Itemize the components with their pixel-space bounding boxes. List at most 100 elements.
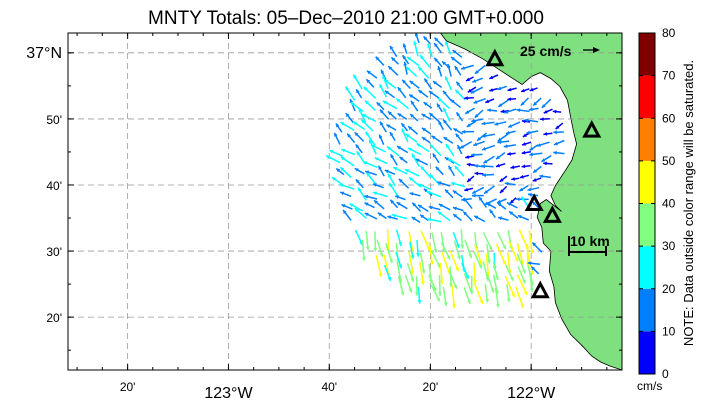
current-vector-head <box>541 104 546 108</box>
current-vector-head <box>481 121 486 126</box>
current-vector-head <box>437 211 442 216</box>
current-vector-head <box>424 78 428 83</box>
current-vector-head <box>356 151 361 156</box>
current-vector-head <box>403 61 407 66</box>
current-vector-head <box>543 109 548 114</box>
current-vector-head <box>365 246 370 250</box>
current-vector-head <box>374 200 378 204</box>
current-vector-head <box>483 159 488 164</box>
current-vector-head <box>408 147 412 152</box>
current-vector-head <box>471 193 476 198</box>
current-vector-head <box>382 100 387 105</box>
current-vector-head <box>438 204 443 208</box>
current-vector-head <box>474 171 478 176</box>
colorbar-cell <box>639 331 655 374</box>
current-vector-head <box>527 187 532 192</box>
current-vector-head <box>401 128 406 133</box>
current-vector-head <box>377 212 382 217</box>
current-vector-head <box>537 143 541 147</box>
current-vector-head <box>387 146 391 151</box>
current-vector-head <box>533 169 538 173</box>
current-vector-shaft <box>473 262 477 284</box>
current-vector-head <box>479 261 483 265</box>
current-vector-head <box>410 114 414 118</box>
lon-tick-label: 123°W <box>204 385 253 402</box>
current-vector-head <box>466 162 471 167</box>
current-vector-head <box>490 288 495 293</box>
current-vector-head <box>489 209 494 214</box>
current-vector-head <box>472 190 477 194</box>
current-vector-head <box>455 89 460 94</box>
current-vector-head <box>395 195 400 199</box>
current-vector-shaft <box>516 274 528 296</box>
current-vector-head <box>418 90 423 94</box>
current-vector-head <box>429 113 434 117</box>
colorbar-cell <box>639 118 655 161</box>
radar-station-marker <box>582 119 602 138</box>
current-vector-head <box>401 123 406 128</box>
colorbar-tick-label: 0 <box>662 367 669 381</box>
current-vector-head <box>430 260 434 265</box>
current-vector-head <box>498 216 502 221</box>
current-vector-head <box>471 118 476 123</box>
current-vector-head <box>454 165 459 170</box>
current-vector-head <box>487 259 491 264</box>
current-vector-shaft <box>508 240 519 262</box>
current-vector-head <box>384 79 389 84</box>
current-vector-head <box>446 144 450 149</box>
current-vector-head <box>473 100 478 104</box>
current-vector-head <box>388 173 392 178</box>
current-vector-head <box>378 165 382 170</box>
current-vector-head <box>449 283 453 287</box>
current-vector-head <box>474 164 478 168</box>
current-vector-head <box>504 181 509 186</box>
current-vector-head <box>489 75 494 80</box>
colorbar-tick-label: 10 <box>662 324 676 338</box>
current-vector-head <box>507 87 512 92</box>
current-vector-head <box>453 206 457 211</box>
current-vector-head <box>397 87 402 92</box>
current-vector-head <box>467 178 472 182</box>
current-vector-head <box>366 79 371 84</box>
current-vector-head <box>353 74 357 79</box>
current-vector-head <box>413 40 417 45</box>
current-vector-head <box>445 41 449 46</box>
current-vector-head <box>329 149 334 154</box>
current-vector-head <box>497 140 501 144</box>
current-vector-head <box>380 121 384 126</box>
current-vector-head <box>527 261 532 266</box>
current-vector-head <box>460 244 465 249</box>
colorbar-cells <box>639 33 655 374</box>
current-vector-head <box>415 292 419 296</box>
current-vector-head <box>421 269 426 274</box>
current-vector-head <box>516 108 521 113</box>
current-vector-head <box>465 155 469 159</box>
current-vector-head <box>423 102 428 106</box>
current-vector-head <box>507 97 511 101</box>
current-vector-head <box>457 145 461 149</box>
current-vector-head <box>374 157 379 161</box>
current-vector-head <box>528 192 532 197</box>
current-vector-head <box>479 300 484 304</box>
current-vector-head <box>417 300 422 304</box>
current-vector-head <box>460 144 465 149</box>
current-vector-head <box>496 303 500 308</box>
current-vector-head <box>364 194 369 199</box>
current-vector-head <box>477 137 481 141</box>
current-vector-head <box>529 146 534 151</box>
current-vector-head <box>464 187 469 192</box>
current-vector-head <box>521 150 526 155</box>
current-vector-head <box>482 146 487 151</box>
current-vector-shaft <box>474 243 483 266</box>
current-vector-head <box>355 179 360 184</box>
current-vector-head <box>418 204 422 209</box>
lon-tick-label: 122°W <box>507 385 556 402</box>
current-vector-head <box>452 190 457 195</box>
current-vector-head <box>553 130 557 135</box>
current-vector-head <box>457 255 461 260</box>
current-vector-head <box>366 172 371 177</box>
current-vector-head <box>434 37 439 42</box>
current-vector-head <box>373 248 378 252</box>
current-vector-head <box>396 98 401 103</box>
current-vector-head <box>520 101 525 106</box>
